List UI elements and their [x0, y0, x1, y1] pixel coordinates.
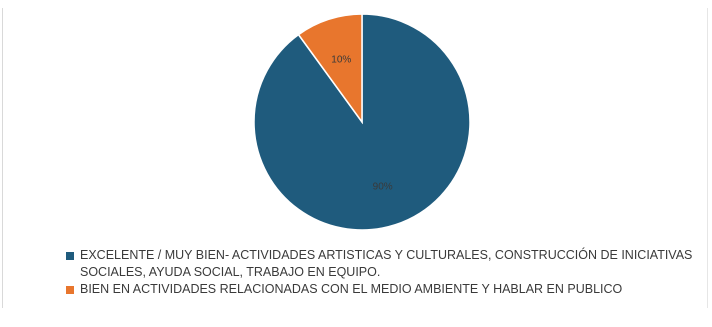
pie-slice-excelente — [253, 13, 471, 231]
legend-item-bien: BIEN EN ACTIVIDADES RELACIONADAS CON EL … — [66, 281, 706, 298]
pie-slice-labels: 90% 10% — [331, 54, 393, 192]
legend-swatch-excelente — [66, 252, 74, 260]
legend-swatch-bien — [66, 286, 74, 294]
pie-chart: 90% 10% — [253, 13, 471, 231]
chart-legend: EXCELENTE / MUY BIEN- ACTIVIDADES ARTIST… — [66, 247, 706, 298]
pie-slice-bien — [297, 13, 363, 125]
frame-right-border — [707, 8, 708, 308]
pie-slices — [253, 13, 471, 231]
frame-left-border — [2, 8, 3, 308]
legend-item-excelente: EXCELENTE / MUY BIEN- ACTIVIDADES ARTIST… — [66, 247, 706, 281]
legend-label-bien: BIEN EN ACTIVIDADES RELACIONADAS CON EL … — [80, 282, 623, 296]
legend-label-excelente: EXCELENTE / MUY BIEN- ACTIVIDADES ARTIST… — [80, 248, 693, 279]
slice-label-bien: 10% — [331, 54, 351, 65]
slice-label-excelente: 90% — [373, 182, 393, 193]
